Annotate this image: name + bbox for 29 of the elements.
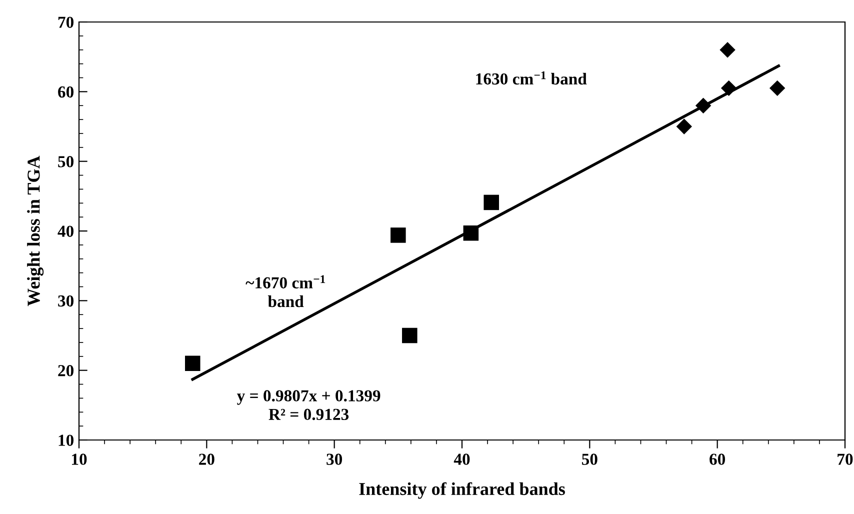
annotation: 1630 cm$^{−1}$ band [476,71,587,85]
point [769,80,786,96]
x-tick-label: 30 [326,454,342,465]
text: ~1670 cm$^{−1}$ band [246,275,326,308]
point [390,228,406,243]
point [184,356,200,372]
x-tick-label: 50 [582,454,598,465]
y-axis-title: Weight loss in TGA [27,156,44,306]
y-tick-label: 70 [58,16,74,28]
y-tick-label: 30 [58,295,74,307]
annotation: y = 0.9807x + 0.1399 R² = 0.9123 [236,390,380,420]
point [720,80,737,96]
x-tick-label: 60 [710,454,726,465]
point [484,194,500,210]
point [463,225,479,241]
x-tick-label: 40 [454,454,470,465]
point [695,98,712,114]
y-tick-label: 10 [58,434,74,446]
y-tick-label: 40 [58,226,74,237]
x-axis-title: Intensity of infrared bands [359,482,565,499]
point [402,328,418,344]
y-tick-label: 20 [58,365,74,376]
y-tick-label: 60 [58,86,74,98]
point [676,118,692,134]
y-tick-label: 50 [58,156,74,168]
x-tick-label: 10 [72,454,87,465]
point [720,42,736,58]
x-tick-label: 70 [838,454,853,465]
x-tick-label: 20 [199,454,214,465]
